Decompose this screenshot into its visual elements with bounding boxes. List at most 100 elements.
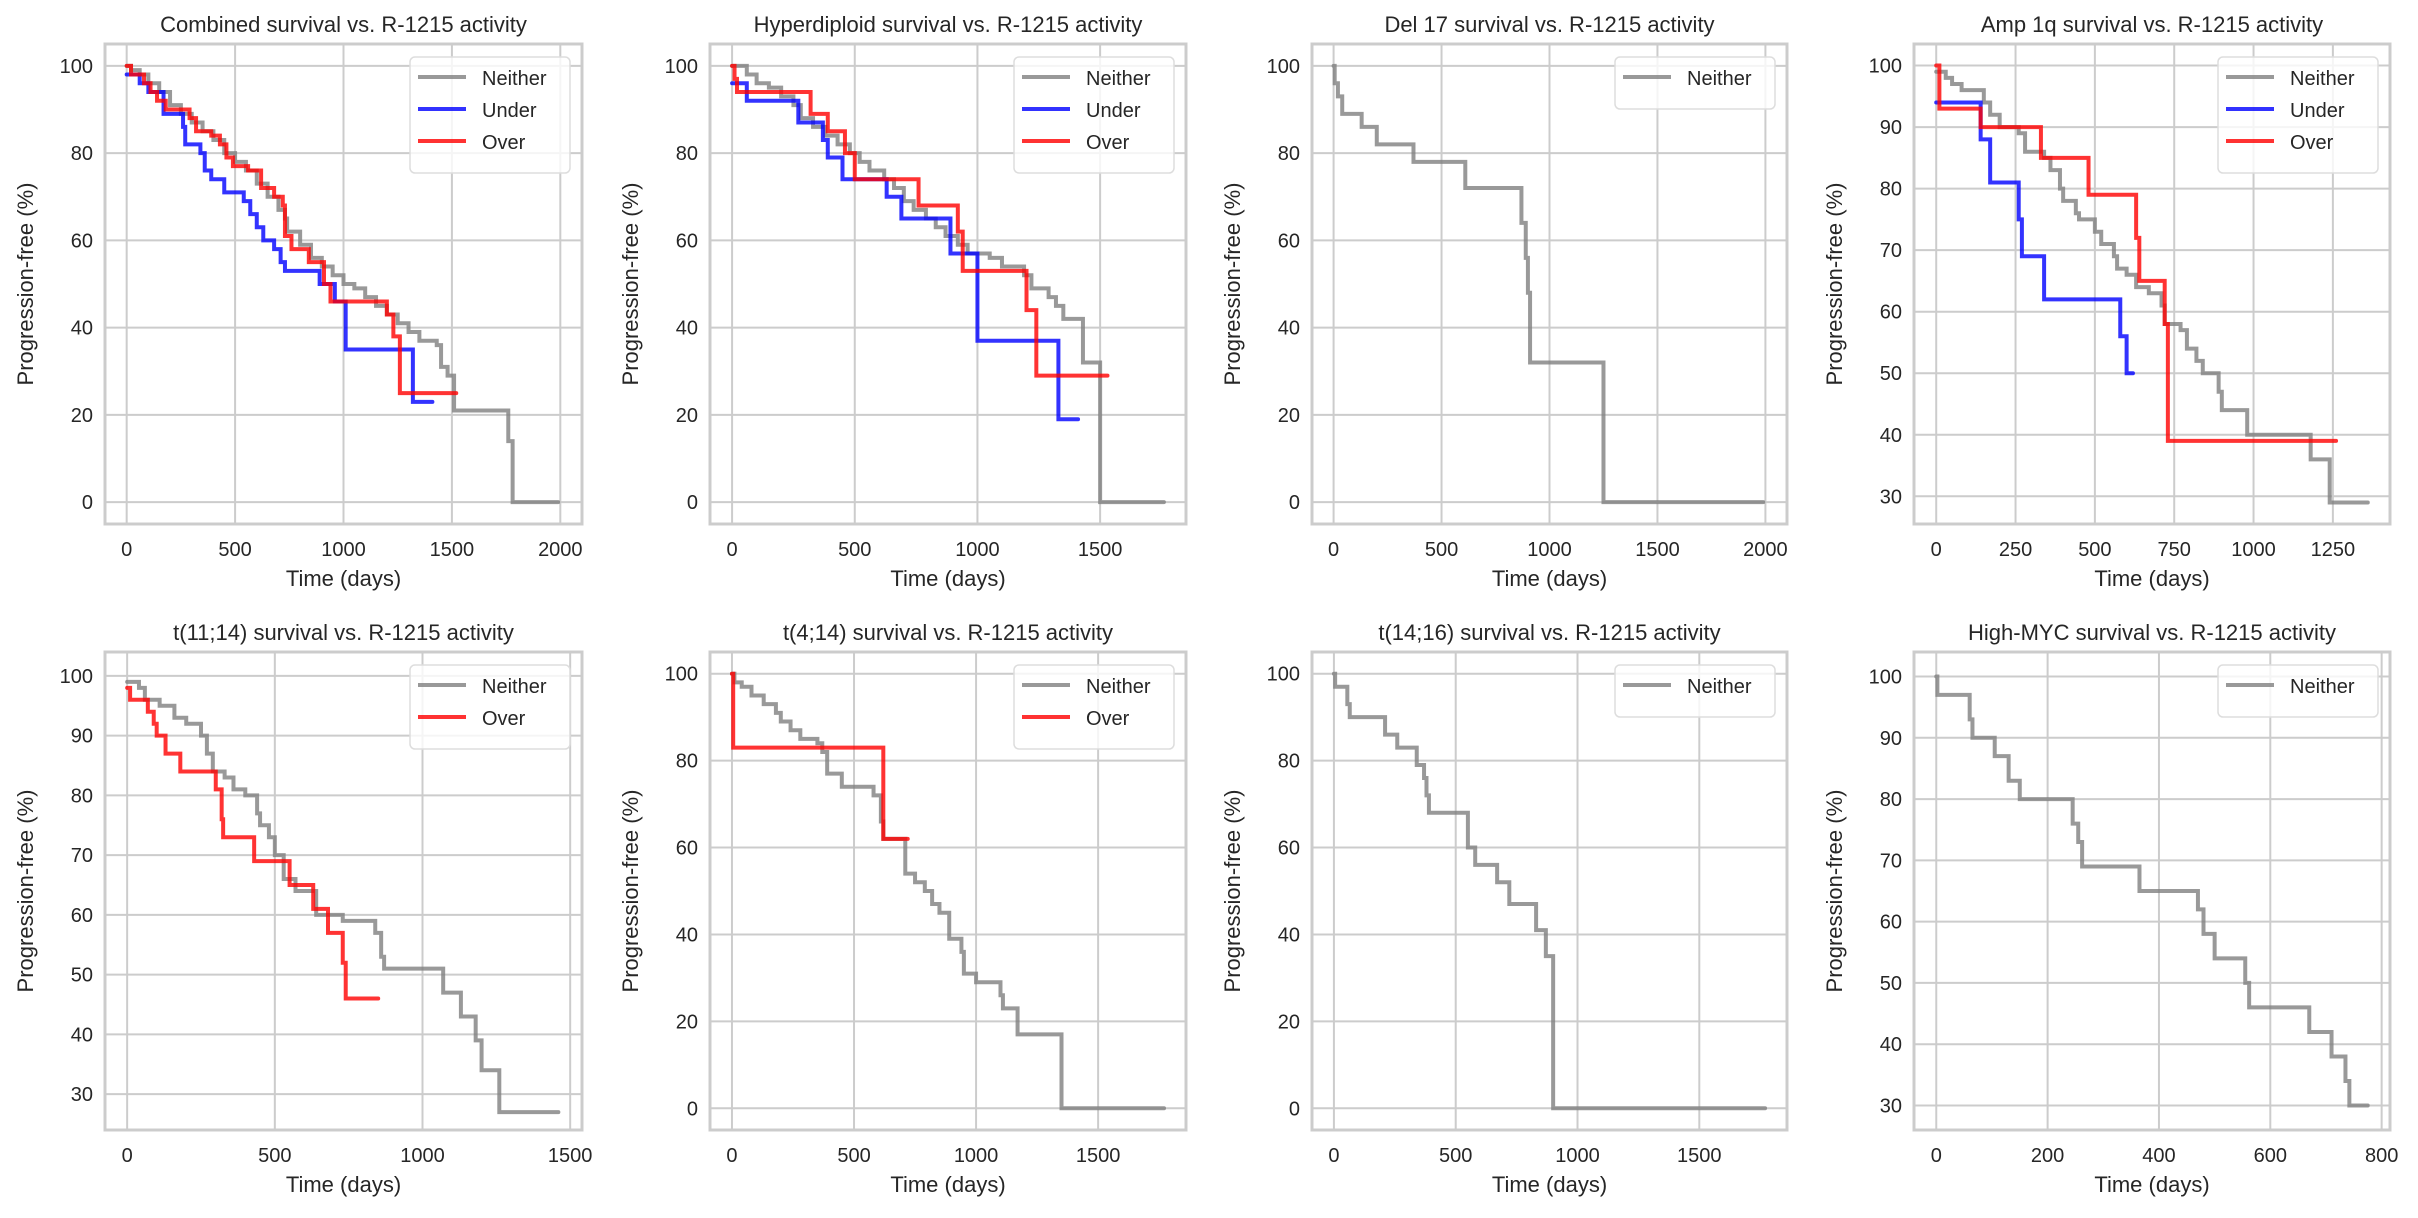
x-axis-label: Time (days) — [2094, 1172, 2209, 1197]
legend-label: Neither — [1086, 676, 1151, 698]
legend-box — [409, 56, 571, 174]
y-tick-label: 60 — [71, 230, 93, 252]
y-tick-label: 20 — [71, 405, 93, 427]
plot-frame — [708, 650, 1188, 1132]
y-axis-label: Progression-free (%) — [1220, 790, 1245, 993]
series-line-neither — [730, 63, 1166, 505]
y-tick-label: 100 — [60, 56, 93, 78]
x-tick-label: 2000 — [1743, 539, 1788, 561]
y-tick-label: 40 — [71, 318, 93, 340]
y-tick-label: 90 — [71, 726, 93, 748]
y-tick-label: 60 — [1278, 230, 1300, 252]
y-tick-label: 60 — [676, 230, 698, 252]
series-line-over — [124, 63, 459, 396]
x-tick-label: 0 — [122, 1145, 133, 1167]
series-line-over — [1934, 63, 2339, 443]
plot-frame — [103, 650, 584, 1132]
y-tick-label: 50 — [1880, 973, 1902, 995]
y-tick-label: 40 — [1880, 425, 1902, 447]
y-tick-label: 80 — [1880, 789, 1902, 811]
plot-frame — [1912, 42, 2392, 526]
legend-box — [1013, 56, 1175, 174]
y-tick-label: 30 — [1880, 486, 1902, 508]
legend-label: Neither — [1687, 676, 1752, 698]
y-tick-label: 40 — [1278, 924, 1300, 946]
x-tick-label: 500 — [2078, 539, 2111, 561]
y-tick-label: 40 — [71, 1024, 93, 1046]
legend-label: Over — [1086, 708, 1130, 730]
x-axis-label: Time (days) — [1492, 1172, 1607, 1197]
y-tick-label: 70 — [1880, 850, 1902, 872]
series-line-over — [730, 63, 1110, 378]
chart-title: High-MYC survival vs. R-1215 activity — [1968, 620, 2336, 645]
x-tick-label: 1000 — [955, 539, 1000, 561]
y-axis-label: Progression-free (%) — [1822, 183, 1847, 386]
legend-label: Over — [2290, 132, 2334, 154]
legend-label: Over — [482, 132, 526, 154]
x-tick-label: 1500 — [1677, 1145, 1722, 1167]
series-line-neither — [1331, 63, 1766, 505]
y-tick-label: 80 — [676, 751, 698, 773]
x-axis-label: Time (days) — [286, 566, 401, 591]
x-tick-label: 1000 — [2231, 539, 2276, 561]
y-tick-label: 60 — [1880, 302, 1902, 324]
x-tick-label: 200 — [2031, 1145, 2064, 1167]
y-tick-label: 0 — [687, 492, 698, 514]
series-line-neither — [125, 679, 561, 1115]
x-axis-label: Time (days) — [890, 566, 1005, 591]
chart-title: Hyperdiploid survival vs. R-1215 activit… — [754, 12, 1143, 37]
y-tick-label: 30 — [71, 1084, 93, 1106]
y-tick-label: 20 — [676, 1011, 698, 1033]
x-tick-label: 1500 — [1076, 1145, 1121, 1167]
legend: Neither — [1614, 664, 1776, 718]
legend-label: Under — [1086, 100, 1141, 122]
y-tick-label: 20 — [1278, 1011, 1300, 1033]
y-tick-label: 80 — [676, 143, 698, 165]
y-axis-label: Progression-free (%) — [13, 183, 38, 386]
series-line-neither — [1331, 671, 1768, 1111]
plot-frame — [1310, 650, 1789, 1132]
plot-frame — [708, 42, 1188, 526]
y-tick-label: 30 — [1880, 1095, 1902, 1117]
legend: Neither Over — [409, 664, 571, 750]
x-tick-label: 2000 — [538, 539, 583, 561]
y-tick-label: 40 — [1880, 1034, 1902, 1056]
y-tick-label: 60 — [1278, 838, 1300, 860]
y-tick-label: 0 — [82, 492, 93, 514]
y-tick-label: 100 — [1869, 667, 1902, 689]
legend-label: Neither — [482, 676, 547, 698]
y-tick-label: 90 — [1880, 117, 1902, 139]
x-tick-label: 0 — [726, 1145, 737, 1167]
x-tick-label: 1000 — [321, 539, 366, 561]
x-tick-label: 1500 — [1078, 539, 1123, 561]
y-tick-label: 80 — [1880, 179, 1902, 201]
x-tick-label: 750 — [2158, 539, 2191, 561]
legend-box — [1614, 664, 1776, 718]
x-tick-label: 500 — [218, 539, 251, 561]
legend: Neither Over — [1013, 664, 1175, 750]
y-axis-label: Progression-free (%) — [1822, 790, 1847, 993]
y-tick-label: 90 — [1880, 728, 1902, 750]
legend-label: Neither — [2290, 676, 2355, 698]
legend-label: Neither — [482, 68, 547, 90]
y-tick-label: 40 — [676, 924, 698, 946]
legend-box — [2217, 664, 2379, 718]
x-tick-label: 800 — [2365, 1145, 2398, 1167]
y-tick-label: 40 — [1278, 318, 1300, 340]
legend-box — [2217, 56, 2379, 174]
x-tick-label: 500 — [838, 539, 871, 561]
series-line-over — [729, 671, 910, 841]
y-tick-label: 100 — [1267, 56, 1300, 78]
x-tick-label: 500 — [258, 1145, 291, 1167]
legend-label: Neither — [1687, 68, 1752, 90]
chart-title: t(11;14) survival vs. R-1215 activity — [173, 620, 514, 645]
x-tick-label: 1000 — [954, 1145, 999, 1167]
chart-title: Amp 1q survival vs. R-1215 activity — [1981, 12, 2323, 37]
series-line-neither — [1934, 69, 2370, 505]
series-line-under — [1934, 100, 2135, 376]
legend: Neither Under Over — [409, 56, 571, 174]
chart-title: t(4;14) survival vs. R-1215 activity — [783, 620, 1113, 645]
